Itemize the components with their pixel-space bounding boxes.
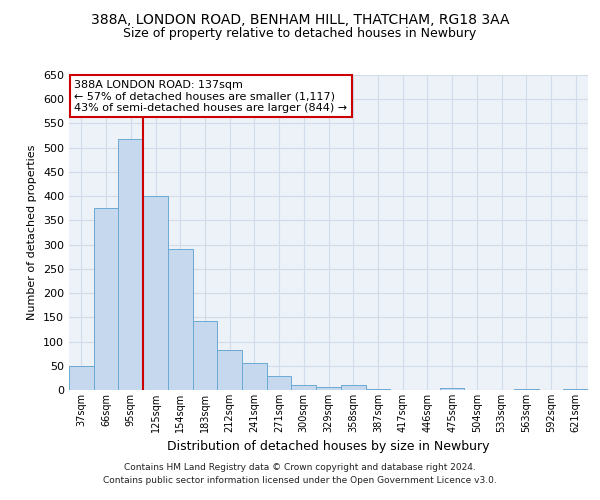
Bar bbox=[242, 364, 267, 390]
Text: 388A LONDON ROAD: 137sqm
← 57% of detached houses are smaller (1,117)
43% of sem: 388A LONDON ROAD: 137sqm ← 57% of detach… bbox=[74, 80, 347, 113]
Bar bbox=[440, 388, 464, 390]
Text: Contains HM Land Registry data © Crown copyright and database right 2024.: Contains HM Land Registry data © Crown c… bbox=[124, 462, 476, 471]
Bar bbox=[168, 250, 193, 390]
Y-axis label: Number of detached properties: Number of detached properties bbox=[28, 145, 37, 320]
Bar bbox=[316, 387, 341, 390]
Text: 388A, LONDON ROAD, BENHAM HILL, THATCHAM, RG18 3AA: 388A, LONDON ROAD, BENHAM HILL, THATCHAM… bbox=[91, 12, 509, 26]
Bar bbox=[193, 321, 217, 390]
X-axis label: Distribution of detached houses by size in Newbury: Distribution of detached houses by size … bbox=[167, 440, 490, 454]
Bar bbox=[94, 208, 118, 390]
Text: Contains public sector information licensed under the Open Government Licence v3: Contains public sector information licen… bbox=[103, 476, 497, 485]
Bar bbox=[217, 350, 242, 390]
Bar bbox=[267, 376, 292, 390]
Bar bbox=[69, 366, 94, 390]
Bar bbox=[118, 140, 143, 390]
Bar bbox=[341, 384, 365, 390]
Text: Size of property relative to detached houses in Newbury: Size of property relative to detached ho… bbox=[124, 28, 476, 40]
Bar bbox=[143, 196, 168, 390]
Bar bbox=[292, 384, 316, 390]
Bar bbox=[514, 389, 539, 390]
Bar bbox=[563, 389, 588, 390]
Bar bbox=[365, 389, 390, 390]
